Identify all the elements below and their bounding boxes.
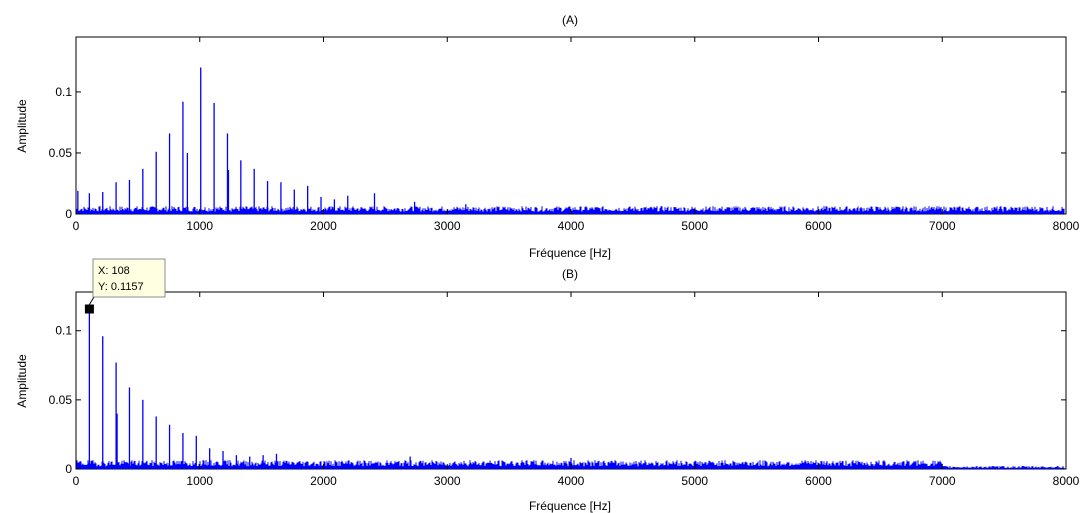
x-tick-label: 6000 <box>805 219 832 233</box>
panel-b-peaks <box>88 309 572 469</box>
x-tick-label: 1000 <box>186 474 213 488</box>
y-tick-label: 0 <box>65 462 72 476</box>
noise-floor-path <box>76 206 1065 214</box>
panel-a-x-ticks: 0 1000 2000 3000 4000 5000 6000 7000 8000 <box>73 37 1080 233</box>
panel-b-x-ticks: 0 1000 2000 3000 4000 5000 6000 7000 8000 <box>73 292 1080 488</box>
panel-a-peaks <box>77 67 467 214</box>
panel-a-x-axis-label: Fréquence [Hz] <box>529 246 611 260</box>
x-tick-label: 8000 <box>1053 474 1080 488</box>
panel-a-noise-floor <box>76 206 1065 214</box>
x-tick-label: 4000 <box>558 219 585 233</box>
x-tick-label: 7000 <box>929 219 956 233</box>
x-tick-label: 0 <box>73 474 80 488</box>
x-tick-label: 3000 <box>434 474 461 488</box>
panel-b-axes-box <box>75 291 1067 470</box>
y-tick-label: 0.05 <box>49 393 73 407</box>
panel-a-y-ticks: 0 0.05 0.1 <box>49 85 1066 221</box>
y-tick-label: 0.1 <box>55 324 72 338</box>
x-tick-label: 8000 <box>1053 219 1080 233</box>
x-tick-label: 0 <box>73 219 80 233</box>
panel-b-y-axis-label: Amplitude <box>15 354 29 408</box>
y-tick-label: 0 <box>65 207 72 221</box>
y-tick-label: 0.1 <box>55 85 72 99</box>
panel-b-x-axis-label: Fréquence [Hz] <box>529 499 611 513</box>
panel-a-title: (A) <box>562 13 578 27</box>
data-tip-y: Y: 0.1157 <box>98 281 144 293</box>
noise-floor-path <box>76 460 1065 469</box>
panel-b: (B) 0 1000 2000 3000 4000 5000 6000 7000 8000 00… <box>15 258 1080 513</box>
data-tip[interactable]: X: 108 Y: 0.1157 <box>84 258 166 314</box>
x-tick-label: 3000 <box>434 219 461 233</box>
data-tip-x: X: 108 <box>98 265 130 277</box>
y-tick-label: 0.05 <box>49 146 73 160</box>
x-tick-label: 5000 <box>681 474 708 488</box>
panel-a-y-axis-label: Amplitude <box>15 99 29 153</box>
panel-b-noise-floor <box>76 460 1065 469</box>
panel-a-axes-box <box>75 36 1067 215</box>
data-tip-box <box>92 258 166 298</box>
data-tip-leader <box>88 296 95 305</box>
x-tick-label: 7000 <box>929 474 956 488</box>
x-tick-label: 2000 <box>310 474 337 488</box>
panel-b-title: (B) <box>562 267 578 281</box>
x-tick-label: 1000 <box>186 219 213 233</box>
panel-b-y-ticks: 0 0.05 0.1 <box>49 324 1066 476</box>
x-tick-label: 2000 <box>310 219 337 233</box>
panel-a: (A) 0 1000 2000 3000 4000 5000 6000 7000 8000 00… <box>15 13 1080 260</box>
x-tick-label: 4000 <box>558 474 585 488</box>
x-tick-label: 6000 <box>805 474 832 488</box>
data-tip-marker[interactable] <box>84 304 94 314</box>
x-tick-label: 5000 <box>681 219 708 233</box>
